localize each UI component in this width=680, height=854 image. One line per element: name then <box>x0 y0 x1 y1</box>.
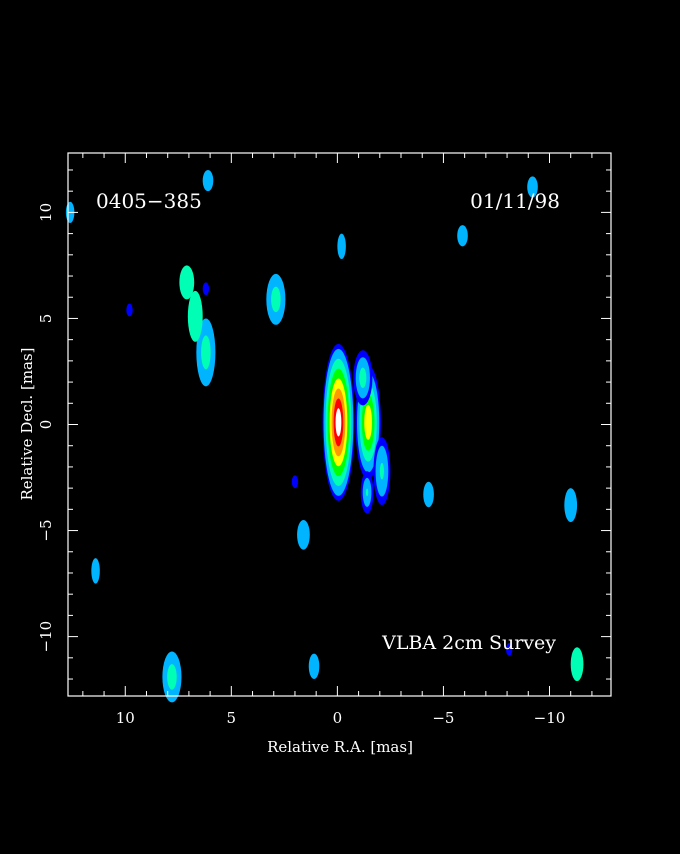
component-contour <box>365 412 371 433</box>
noise-blob-4 <box>162 651 182 703</box>
component-jet-tail <box>373 437 391 506</box>
noise-blob-level <box>308 653 320 680</box>
noise-blob-1 <box>187 290 203 342</box>
noise-blob-level <box>201 335 211 370</box>
y-tick-label: −5 <box>37 519 55 541</box>
component-contour <box>361 372 365 383</box>
noise-blob-16 <box>126 303 133 317</box>
x-tick-label: −5 <box>432 709 454 727</box>
noise-blob-14 <box>308 653 320 680</box>
x-tick-label: 5 <box>227 709 237 727</box>
noise-blob-15 <box>91 558 100 584</box>
y-tick-label: −10 <box>37 621 55 653</box>
epoch-label: 01/11/98 <box>470 189 560 213</box>
noise-blob-8 <box>570 647 584 682</box>
noise-blob-19 <box>506 642 513 656</box>
noise-blob-11 <box>202 169 214 192</box>
component-contour <box>380 465 384 478</box>
noise-blob-level <box>271 286 281 313</box>
noise-blob-level <box>167 664 177 690</box>
component-contour <box>365 488 369 497</box>
y-tick-label: 10 <box>37 203 55 222</box>
noise-blob-10 <box>457 225 468 247</box>
component-contour <box>335 408 342 437</box>
noise-blob-18 <box>291 475 299 489</box>
source-name-label: 0405−385 <box>96 189 202 213</box>
noise-blob-level <box>423 481 434 508</box>
x-tick-label: 0 <box>333 709 343 727</box>
y-tick-label: 0 <box>37 420 55 430</box>
noise-blob-level <box>202 169 214 192</box>
noise-blob-9 <box>527 176 538 198</box>
x-axis-label: Relative R.A. [mas] <box>267 738 413 756</box>
axis-tick-labels: 10 5 0 −5 −10 10 5 0 −5 −10 <box>37 203 565 727</box>
noise-blob-level <box>297 519 310 550</box>
axis-ticks <box>68 153 611 696</box>
noise-blob-level <box>179 265 195 300</box>
noise-blob-5 <box>297 519 310 550</box>
noise-blob-level <box>506 642 513 656</box>
noise-blob-level <box>187 290 203 342</box>
noise-blob-level <box>91 558 100 584</box>
component-jet-north-tip <box>353 350 373 406</box>
noise-blob-13 <box>337 233 346 260</box>
emission-layer <box>65 169 584 703</box>
noise-blob-level <box>564 488 578 523</box>
x-tick-label: 10 <box>116 709 135 727</box>
noise-blob-17 <box>202 282 210 296</box>
noise-blob-2 <box>179 265 195 300</box>
noise-blob-level <box>202 282 210 296</box>
noise-blob-0 <box>196 318 216 387</box>
y-axis-label: Relative Decl. [mas] <box>18 347 36 500</box>
component-core <box>322 343 355 501</box>
survey-label: VLBA 2cm Survey <box>381 632 556 654</box>
component-jet-south <box>360 471 374 514</box>
noise-blob-6 <box>423 481 434 508</box>
noise-blob-level <box>570 647 584 682</box>
noise-blob-level <box>457 225 468 247</box>
y-tick-label: 5 <box>37 314 55 324</box>
noise-blob-level <box>291 475 299 489</box>
noise-blob-level <box>126 303 133 317</box>
noise-blob-3 <box>266 273 286 325</box>
noise-blob-level <box>337 233 346 260</box>
noise-blob-level <box>527 176 538 198</box>
noise-blob-7 <box>564 488 578 523</box>
x-tick-label: −10 <box>534 709 566 727</box>
